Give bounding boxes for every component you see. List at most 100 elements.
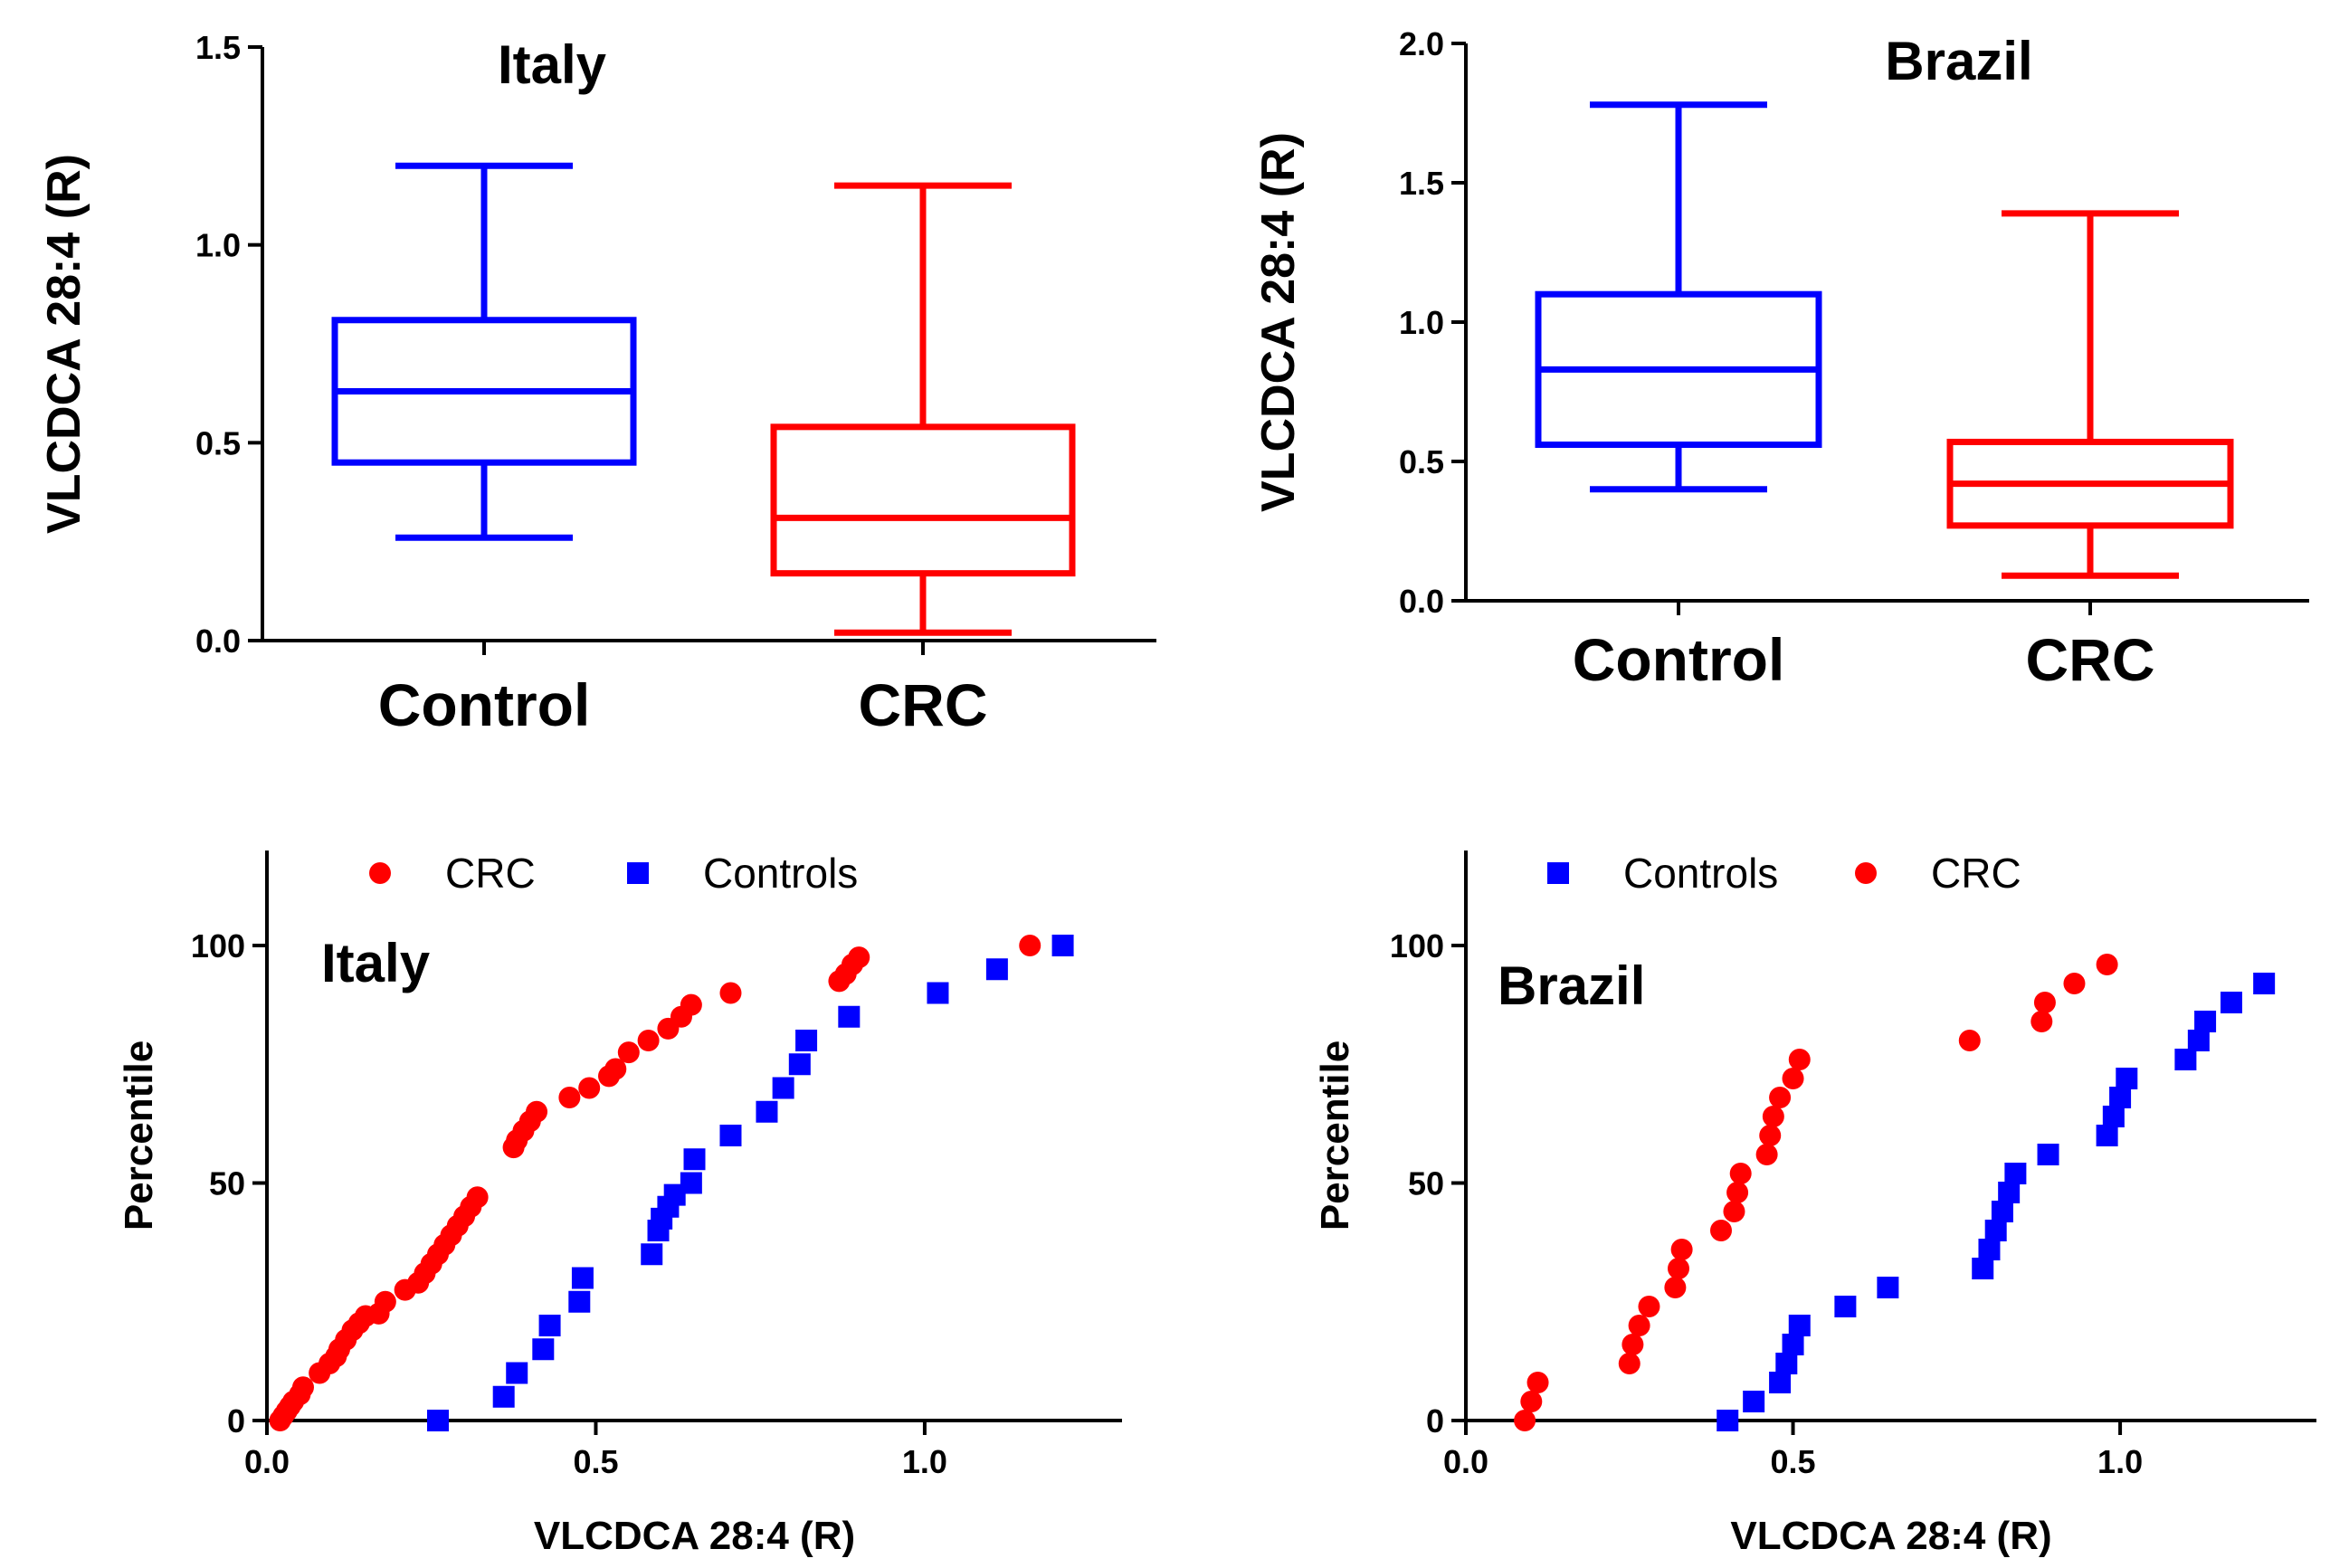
data-point-controls <box>719 1125 742 1146</box>
data-point-controls <box>538 1315 561 1336</box>
data-point-controls <box>2253 973 2276 994</box>
data-point-controls <box>2187 1030 2210 1051</box>
data-point-controls <box>641 1243 663 1266</box>
y-tick-label: 0 <box>1426 1402 1444 1440</box>
legend-marker <box>1855 862 1877 884</box>
data-point-crc <box>1762 1106 1784 1127</box>
data-point-controls <box>1998 1182 2021 1203</box>
category-label-crc: CRC <box>2026 626 2155 693</box>
legend-label: CRC <box>445 850 536 897</box>
y-tick-label: 1.0 <box>195 227 241 264</box>
y-axis-title: Percentile <box>1313 1041 1357 1231</box>
data-point-controls <box>1788 1315 1811 1336</box>
data-point-crc <box>1628 1315 1650 1336</box>
data-point-controls <box>2037 1144 2059 1165</box>
y-tick-label: 2.0 <box>1399 25 1444 62</box>
data-point-crc <box>2063 973 2086 994</box>
data-point-controls <box>1877 1277 1899 1298</box>
italy-box-panel: 0.0 0.5 1.0 1.5 Control CRC VLCDCA 28:4 (R) Ita… <box>38 29 1156 738</box>
data-point-crc <box>1788 1049 1811 1070</box>
data-point-controls <box>1972 1258 1994 1279</box>
y-tick-label: 0.0 <box>1399 583 1444 620</box>
data-point-crc <box>1668 1258 1689 1279</box>
chart-title: Italy <box>321 933 431 993</box>
y-tick-label: 100 <box>1390 927 1444 965</box>
category-label-control: Control <box>378 671 591 738</box>
data-point-crc <box>848 946 870 969</box>
y-tick-label: 50 <box>1408 1165 1444 1202</box>
data-point-controls <box>2194 1011 2217 1032</box>
y-tick-label: 100 <box>191 927 245 965</box>
x-tick-label: 0.5 <box>1771 1443 1816 1480</box>
data-point-crc <box>1723 1201 1745 1222</box>
data-point-controls <box>795 1030 818 1051</box>
data-point-crc <box>1520 1391 1543 1412</box>
legend-label: CRC <box>1931 850 2021 897</box>
y-tick-label: 1.0 <box>1399 304 1444 341</box>
x-tick-label: 0.5 <box>573 1443 618 1480</box>
brazil-percentile-panel: 0 50 100 0.0 0.5 1.0 Controls CRC Percentile VLCD… <box>1313 850 2316 1558</box>
x-tick-label: 1.0 <box>2097 1443 2143 1480</box>
data-point-controls <box>532 1338 555 1361</box>
data-point-crc <box>719 982 742 1004</box>
data-point-controls <box>683 1148 706 1171</box>
italy-percentile-panel: 0 50 100 0.0 0.5 1.0 CRC Controls Percentile VLCD… <box>117 850 1122 1558</box>
legend-label: Controls <box>1623 850 1778 897</box>
data-point-controls <box>2116 1068 2138 1089</box>
data-point-crc <box>680 993 702 1016</box>
y-tick-label: 50 <box>209 1165 245 1202</box>
data-point-controls <box>1782 1334 1804 1355</box>
data-point-controls <box>568 1290 591 1313</box>
data-point-crc <box>2030 1011 2053 1032</box>
data-point-controls <box>2004 1163 2027 1184</box>
y-axis-title: VLCDCA 28:4 (R) <box>38 154 90 534</box>
category-label-crc: CRC <box>859 671 988 738</box>
data-point-crc <box>2033 992 2056 1013</box>
data-point-crc <box>466 1186 489 1209</box>
legend-marker <box>369 862 391 884</box>
data-point-crc <box>1526 1372 1549 1393</box>
x-tick-label: 0.0 <box>1443 1443 1488 1480</box>
data-point-controls <box>492 1385 515 1408</box>
data-point-crc <box>1759 1125 1782 1146</box>
data-point-controls <box>2221 992 2242 1013</box>
y-tick-label: 1.5 <box>195 29 241 66</box>
data-point-controls <box>571 1267 594 1289</box>
data-point-controls <box>1984 1220 2007 1241</box>
data-point-controls <box>680 1172 702 1194</box>
y-tick-label: 1.5 <box>1399 165 1444 202</box>
legend-marker <box>627 862 649 884</box>
chart-title: Italy <box>498 34 607 95</box>
brazil-box-panel: 0.0 0.5 1.0 1.5 2.0 Control CRC VLCDCA 28:4 (R)… <box>1252 25 2309 693</box>
legend-marker <box>1547 862 1569 884</box>
data-point-crc <box>2096 954 2118 975</box>
y-tick-label: 0.5 <box>1399 443 1444 480</box>
data-point-controls <box>2102 1106 2125 1127</box>
data-point-controls <box>1991 1201 2013 1222</box>
data-point-crc <box>1958 1030 1981 1051</box>
data-point-crc <box>291 1376 314 1399</box>
data-point-crc <box>637 1030 660 1051</box>
iqr-box <box>770 423 1076 577</box>
data-point-crc <box>1514 1410 1536 1431</box>
data-point-crc <box>1729 1163 1752 1184</box>
legend-label: Controls <box>703 850 858 897</box>
data-point-crc <box>1782 1068 1804 1089</box>
y-tick-label: 0.5 <box>195 424 241 461</box>
data-point-crc <box>1755 1144 1778 1165</box>
data-point-controls <box>788 1053 811 1076</box>
data-point-controls <box>1775 1353 1798 1374</box>
data-point-controls <box>772 1077 794 1099</box>
x-axis-title: VLCDCA 28:4 (R) <box>534 1514 855 1558</box>
data-point-controls <box>506 1362 528 1384</box>
data-point-controls <box>1717 1410 1739 1431</box>
data-point-crc <box>1670 1239 1693 1260</box>
data-point-controls <box>1051 935 1074 956</box>
data-point-crc <box>374 1290 396 1313</box>
y-axis-title: VLCDCA 28:4 (R) <box>1252 132 1305 512</box>
data-point-controls <box>1834 1296 1857 1317</box>
data-point-crc <box>604 1058 627 1080</box>
data-point-controls <box>756 1100 778 1123</box>
data-point-crc <box>558 1087 581 1108</box>
